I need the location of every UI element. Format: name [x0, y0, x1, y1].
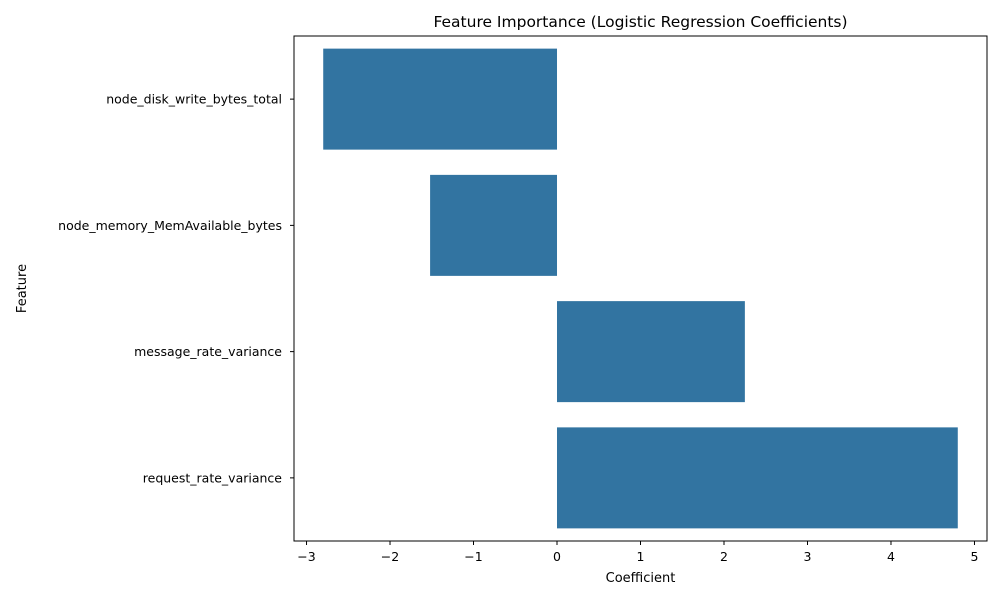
- y-axis-label: Feature: [15, 264, 30, 313]
- y-tick-label: node_disk_write_bytes_total: [106, 92, 282, 107]
- x-axis-label: Coefficient: [606, 571, 676, 586]
- y-axis-ticks: node_disk_write_bytes_total node_memory_M…: [58, 92, 294, 485]
- x-tick-label: 3: [804, 549, 812, 564]
- y-tick-label: message_rate_variance: [134, 344, 282, 359]
- x-tick-label: −3: [297, 549, 315, 564]
- x-tick-label: −1: [464, 549, 482, 564]
- x-tick-label: 0: [553, 549, 561, 564]
- plot-frame: [293, 35, 988, 542]
- x-tick-label: 2: [720, 549, 728, 564]
- bars-group: [323, 48, 958, 529]
- bar-message_rate_variance: [557, 301, 745, 403]
- y-tick-label: node_memory_MemAvailable_bytes: [58, 218, 282, 233]
- x-tick-label: −2: [381, 549, 399, 564]
- bar-node_memory_MemAvailable_bytes: [430, 174, 558, 276]
- x-tick-label: 4: [887, 549, 895, 564]
- bar-request_rate_variance: [557, 427, 958, 529]
- x-tick-label: 5: [970, 549, 978, 564]
- bar-node_disk_write_bytes_total: [323, 48, 558, 150]
- x-tick-label: 1: [637, 549, 645, 564]
- y-tick-label: request_rate_variance: [143, 470, 283, 485]
- x-axis-ticks: −3 −2 −1 0 1 2 3 4 5: [297, 541, 978, 564]
- chart-title: Feature Importance (Logistic Regression …: [433, 13, 847, 31]
